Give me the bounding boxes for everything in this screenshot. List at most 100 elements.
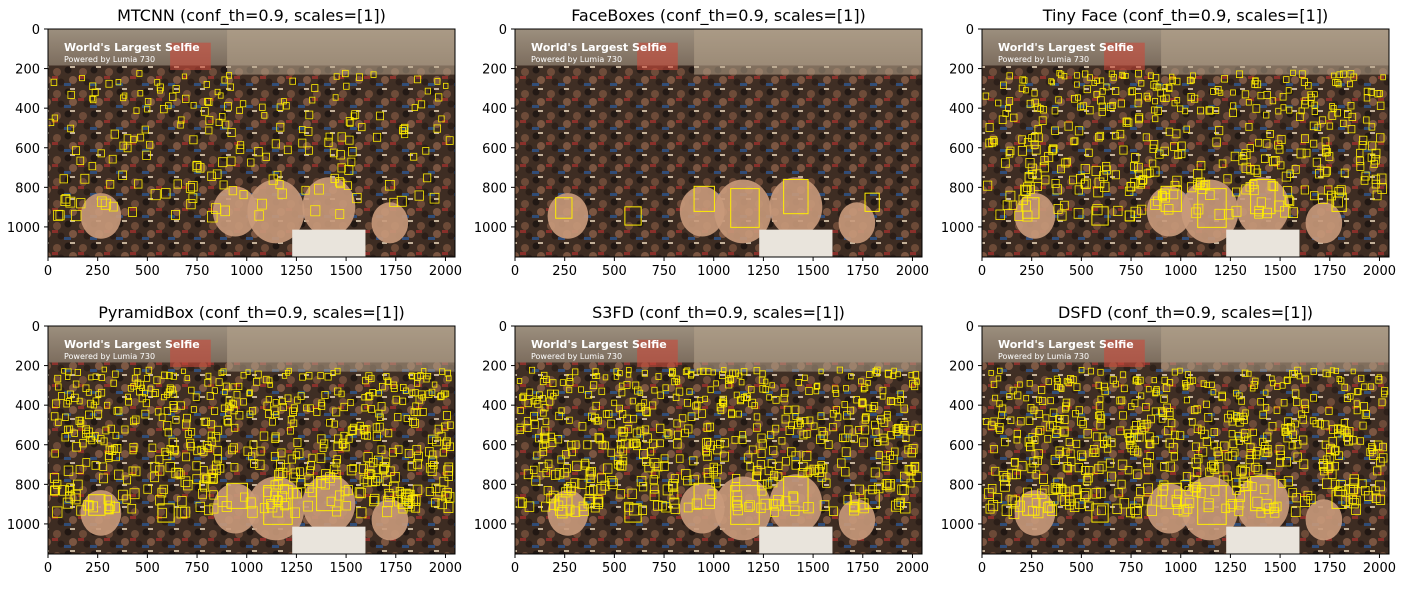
- subplot-panel: PyramidBox (conf_th=0.9, scales=[1])Worl…: [7, 303, 462, 576]
- face-box: [263, 401, 271, 410]
- face-box: [720, 399, 728, 408]
- face-box: [1340, 419, 1348, 428]
- face-box: [643, 408, 651, 417]
- face-box: [105, 500, 116, 512]
- face-box: [641, 425, 650, 434]
- face-box: [1080, 164, 1090, 175]
- face-box: [268, 174, 279, 185]
- face-box: [127, 503, 137, 514]
- face-box: [108, 446, 117, 456]
- face-box: [985, 138, 994, 148]
- face-box: [1037, 488, 1047, 499]
- face-box: [1366, 448, 1374, 457]
- face-box: [1193, 203, 1204, 215]
- face-box: [1067, 375, 1075, 383]
- face-box: [1251, 462, 1260, 472]
- face-box: [732, 490, 743, 501]
- face-box: [1030, 132, 1039, 142]
- face-box: [693, 482, 715, 509]
- face-box: [207, 171, 216, 181]
- face-box: [1119, 497, 1130, 509]
- face-box: [1343, 432, 1351, 442]
- face-box: [277, 491, 288, 503]
- y-tick-label: 400: [949, 102, 974, 117]
- face-box: [1021, 185, 1032, 197]
- face-box: [555, 494, 573, 516]
- face-box: [377, 445, 386, 454]
- face-box: [1205, 106, 1214, 115]
- face-box: [1023, 394, 1030, 402]
- y-tick-label: 200: [15, 360, 40, 375]
- face-box: [1363, 116, 1370, 124]
- face-box: [1044, 435, 1052, 443]
- face-box: [240, 371, 247, 379]
- face-box: [1025, 158, 1035, 169]
- face-box: [623, 381, 631, 389]
- face-box: [1050, 483, 1060, 494]
- face-box: [1227, 498, 1237, 509]
- face-box: [1019, 76, 1027, 84]
- y-tick-label: 600: [15, 142, 40, 157]
- face-box: [223, 415, 232, 425]
- face-box: [566, 386, 573, 394]
- face-box: [1099, 88, 1106, 95]
- face-box: [1203, 400, 1210, 409]
- face-box: [141, 125, 149, 134]
- face-box: [58, 392, 66, 401]
- face-box: [211, 387, 218, 394]
- face-box: [657, 391, 664, 399]
- face-box: [118, 170, 127, 181]
- face-box: [444, 492, 455, 503]
- photo-caption-title: World's Largest Selfie: [531, 338, 667, 351]
- face-box: [173, 179, 182, 189]
- face-box: [147, 385, 154, 392]
- face-box: [253, 377, 261, 386]
- face-box: [50, 412, 59, 421]
- face-box: [1065, 499, 1075, 510]
- face-box: [324, 372, 332, 381]
- face-box: [264, 410, 272, 418]
- face-box: [1113, 205, 1123, 217]
- face-box: [169, 401, 178, 410]
- face-box: [172, 415, 180, 424]
- face-box: [713, 445, 722, 455]
- face-box: [185, 182, 195, 193]
- face-box: [373, 473, 382, 483]
- face-box: [1361, 383, 1368, 391]
- face-box: [1131, 506, 1142, 519]
- face-box: [254, 147, 263, 157]
- face-box: [319, 444, 327, 452]
- face-box: [63, 465, 74, 476]
- x-tick-label: 250: [1019, 561, 1044, 576]
- face-box: [1174, 150, 1182, 159]
- face-box: [1255, 138, 1263, 147]
- face-box: [289, 472, 298, 483]
- x-tick-label: 2000: [1363, 264, 1396, 279]
- face-box: [1008, 200, 1018, 210]
- face-box: [1061, 158, 1070, 168]
- face-box: [636, 475, 647, 487]
- face-box: [1189, 77, 1195, 84]
- face-box: [1378, 398, 1386, 407]
- face-box: [1373, 440, 1383, 451]
- face-box: [89, 96, 97, 104]
- y-tick-label: 200: [482, 63, 507, 78]
- face-box: [303, 404, 310, 412]
- face-box: [1106, 102, 1115, 111]
- face-box: [88, 374, 94, 381]
- face-box: [97, 196, 107, 207]
- face-box: [982, 92, 990, 100]
- face-box: [299, 373, 306, 381]
- face-box: [348, 425, 358, 435]
- face-box: [1305, 82, 1312, 90]
- face-box: [1311, 108, 1318, 115]
- face-box: [1081, 178, 1091, 189]
- face-box: [332, 407, 341, 417]
- x-tick-label: 1750: [846, 264, 879, 279]
- face-box: [282, 462, 291, 472]
- face-box: [218, 369, 225, 377]
- face-box: [1152, 115, 1159, 123]
- face-box: [401, 488, 411, 500]
- face-box: [50, 486, 59, 496]
